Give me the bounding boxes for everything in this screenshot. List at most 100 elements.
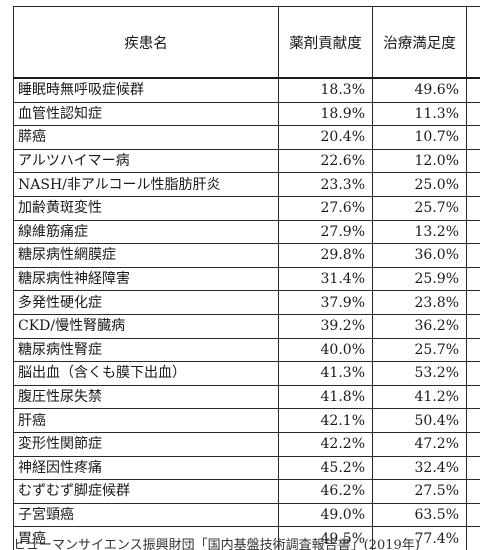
cut-off-cell (466, 502, 480, 528)
drug-contribution-cell: 18.9% (278, 101, 373, 127)
treatment-satisfaction-cell: 63.5% (372, 502, 467, 528)
cut-off-cell (466, 243, 480, 268)
drug-contribution-cell: 29.8% (278, 243, 373, 268)
table-row: アルツハイマー病 22.6% 12.0% (13, 148, 480, 174)
table-row: 膵癌 20.4% 10.7% (13, 125, 480, 150)
disease-name-cell: アルツハイマー病 (13, 148, 279, 174)
cut-off-cell (466, 408, 480, 433)
table-row: 子宮頸癌 49.0% 63.5% (13, 502, 480, 528)
cut-off-cell (466, 195, 480, 221)
disease-name-cell: 膵癌 (13, 125, 279, 150)
table-row: 血管性認知症 18.9% 11.3% (13, 101, 480, 127)
drug-contribution-cell: 22.6% (278, 148, 373, 174)
cut-off-cell (466, 125, 480, 150)
disease-name-cell: 線維筋痛症 (13, 219, 279, 245)
disease-name-cell: 脳出血（含くも膜下出血） (13, 361, 279, 386)
drug-contribution-cell: 42.2% (278, 431, 373, 457)
table-row: 睡眠時無呼吸症候群 18.3% 49.6% (13, 77, 480, 103)
table-row: むずむず脚症候群 46.2% 27.5% (13, 479, 480, 504)
cut-off-cell (466, 219, 480, 245)
disease-name-cell: 変形性関節症 (13, 431, 279, 457)
table-row: 変形性関節症 42.2% 47.2% (13, 431, 480, 457)
table-row: CKD/慢性腎臓病 39.2% 36.2% (13, 313, 480, 339)
cut-off-cell (466, 101, 480, 127)
table-row: NASH/非アルコール性脂肪肝炎 23.3% 25.0% (13, 172, 480, 197)
header-drug-contribution: 薬剤貢献度 (278, 6, 373, 79)
table-body: 睡眠時無呼吸症候群 18.3% 49.6% 血管性認知症 18.9% 11.3% 膵癌 20.… (13, 77, 480, 550)
disease-name-cell: 加齢黄斑変性 (13, 195, 279, 221)
header-treatment-satisfaction: 治療満足度 (372, 6, 467, 79)
treatment-satisfaction-cell: 36.0% (372, 243, 467, 268)
disease-name-cell: 糖尿病性神経障害 (13, 266, 279, 292)
drug-contribution-cell: 49.0% (278, 502, 373, 528)
cut-off-cell (466, 172, 480, 197)
disease-name-cell: 神経因性疼痛 (13, 455, 279, 481)
disease-name-cell: 腹圧性尿失禁 (13, 384, 279, 410)
table-row: 脳出血（含くも膜下出血） 41.3% 53.2% (13, 361, 480, 386)
treatment-satisfaction-cell: 53.2% (372, 361, 467, 386)
drug-contribution-cell: 27.9% (278, 219, 373, 245)
table-row: 糖尿病性網膜症 29.8% 36.0% (13, 243, 480, 268)
drug-contribution-cell: 27.6% (278, 195, 373, 221)
treatment-satisfaction-cell: 27.5% (372, 479, 467, 504)
treatment-satisfaction-cell: 25.9% (372, 266, 467, 292)
treatment-satisfaction-cell: 13.2% (372, 219, 467, 245)
drug-contribution-cell: 41.8% (278, 384, 373, 410)
disease-name-cell: 子宮頸癌 (13, 502, 279, 528)
treatment-satisfaction-cell: 47.2% (372, 431, 467, 457)
disease-name-cell: NASH/非アルコール性脂肪肝炎 (13, 172, 279, 197)
cut-off-cell (466, 266, 480, 292)
drug-contribution-cell: 31.4% (278, 266, 373, 292)
treatment-satisfaction-cell: 25.0% (372, 172, 467, 197)
disease-name-cell: 多発性硬化症 (13, 290, 279, 315)
cut-off-cell (466, 290, 480, 315)
treatment-satisfaction-cell: 10.7% (372, 125, 467, 150)
treatment-satisfaction-cell: 23.8% (372, 290, 467, 315)
drug-contribution-cell: 45.2% (278, 455, 373, 481)
cut-off-cell (466, 361, 480, 386)
disease-name-cell: 睡眠時無呼吸症候群 (13, 77, 279, 103)
drug-contribution-cell: 40.0% (278, 337, 373, 363)
table-row: 加齢黄斑変性 27.6% 25.7% (13, 195, 480, 221)
disease-name-cell: 血管性認知症 (13, 101, 279, 127)
drug-contribution-cell: 42.1% (278, 408, 373, 433)
table-row: 糖尿病性神経障害 31.4% 25.9% (13, 266, 480, 292)
table-row: 線維筋痛症 27.9% 13.2% (13, 219, 480, 245)
treatment-satisfaction-cell: 32.4% (372, 455, 467, 481)
table-row: 肝癌 42.1% 50.4% (13, 408, 480, 433)
drug-contribution-cell: 39.2% (278, 313, 373, 339)
source-footnote: ヒューマンサイエンス振興財団「国内基盤技術調査報告書」(2019年) (13, 538, 420, 550)
disease-name-cell: 糖尿病性腎症 (13, 337, 279, 363)
disease-name-cell: むずむず脚症候群 (13, 479, 279, 504)
cut-off-cell (466, 337, 480, 363)
cut-off-cell (466, 455, 480, 481)
cut-off-cell (466, 431, 480, 457)
treatment-satisfaction-cell: 50.4% (372, 408, 467, 433)
table-row: 腹圧性尿失禁 41.8% 41.2% (13, 384, 480, 410)
cut-off-cell (466, 77, 480, 103)
header-disease-name: 疾患名 (13, 6, 279, 79)
table-row: 多発性硬化症 37.9% 23.8% (13, 290, 480, 315)
treatment-satisfaction-cell: 41.2% (372, 384, 467, 410)
drug-contribution-cell: 20.4% (278, 125, 373, 150)
cut-off-cell (466, 313, 480, 339)
table-row: 胃癌 49.5% 77.4% (13, 526, 480, 550)
treatment-satisfaction-cell: 25.7% (372, 195, 467, 221)
disease-name-cell: 糖尿病性網膜症 (13, 243, 279, 268)
disease-table: 疾患名 薬剤貢献度 治療満足度 睡眠時無呼吸症候群 18.3% 49.6% 血管性認知… (13, 6, 480, 550)
treatment-satisfaction-cell: 49.6% (372, 77, 467, 103)
treatment-satisfaction-cell: 25.7% (372, 337, 467, 363)
disease-name-cell: 肝癌 (13, 408, 279, 433)
table-row: 糖尿病性腎症 40.0% 25.7% (13, 337, 480, 363)
drug-contribution-cell: 18.3% (278, 77, 373, 103)
table-row: 神経因性疼痛 45.2% 32.4% (13, 455, 480, 481)
drug-contribution-cell: 46.2% (278, 479, 373, 504)
cut-off-cell (466, 479, 480, 504)
drug-contribution-cell: 41.3% (278, 361, 373, 386)
drug-contribution-cell: 37.9% (278, 290, 373, 315)
cut-off-cell (466, 148, 480, 174)
table-header-row: 疾患名 薬剤貢献度 治療満足度 (13, 6, 480, 79)
treatment-satisfaction-cell: 12.0% (372, 148, 467, 174)
cut-off-cell (466, 384, 480, 410)
